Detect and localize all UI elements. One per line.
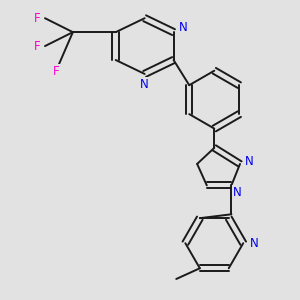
Text: N: N — [140, 78, 149, 91]
Text: F: F — [34, 12, 41, 25]
Text: F: F — [52, 65, 59, 78]
Text: F: F — [34, 40, 41, 52]
Text: N: N — [179, 21, 188, 34]
Text: N: N — [233, 186, 242, 199]
Text: N: N — [245, 155, 254, 168]
Text: N: N — [250, 237, 258, 250]
